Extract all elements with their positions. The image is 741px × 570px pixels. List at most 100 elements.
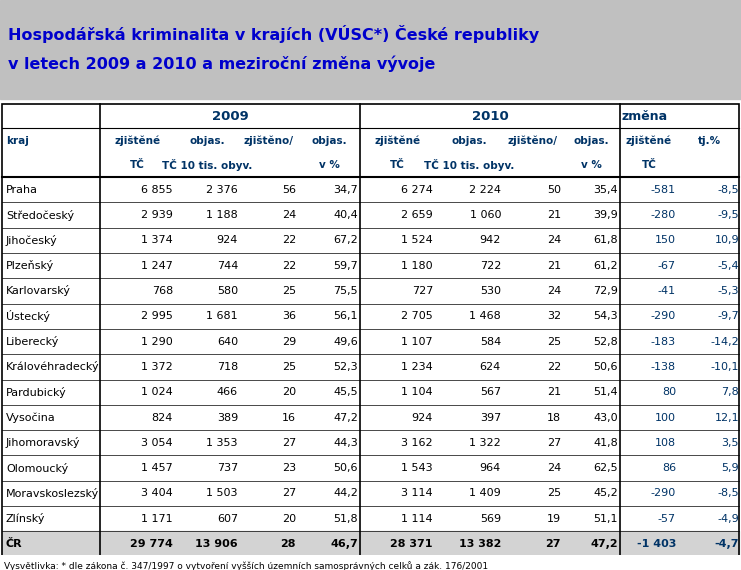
Text: Středočeský: Středočeský	[6, 210, 74, 221]
Text: 924: 924	[216, 235, 238, 246]
Text: 50,6: 50,6	[594, 362, 618, 372]
Text: v letech 2009 a 2010 a meziroční změna vývoje: v letech 2009 a 2010 a meziroční změna v…	[8, 55, 436, 71]
Text: 924: 924	[411, 413, 433, 422]
Text: 34,7: 34,7	[333, 185, 358, 195]
Text: 718: 718	[217, 362, 238, 372]
Text: 16: 16	[282, 413, 296, 422]
Text: -138: -138	[651, 362, 676, 372]
Text: 1 468: 1 468	[469, 311, 501, 321]
Text: 530: 530	[480, 286, 501, 296]
Bar	[2, 104, 739, 177]
Text: 1 171: 1 171	[142, 514, 173, 524]
Text: -5,3: -5,3	[717, 286, 739, 296]
Text: 5,9: 5,9	[722, 463, 739, 473]
Text: tj.%: tj.%	[698, 136, 721, 145]
Text: 21: 21	[547, 387, 561, 397]
Text: 2 705: 2 705	[401, 311, 433, 321]
Text: -57: -57	[658, 514, 676, 524]
Text: 32: 32	[547, 311, 561, 321]
Text: 7,8: 7,8	[721, 387, 739, 397]
Text: -14,2: -14,2	[711, 337, 739, 347]
Text: Vysočina: Vysočina	[6, 412, 56, 423]
Text: 61,8: 61,8	[594, 235, 618, 246]
Text: 397: 397	[479, 413, 501, 422]
Text: 41,8: 41,8	[594, 438, 618, 448]
Text: 1 524: 1 524	[401, 235, 433, 246]
Text: 67,2: 67,2	[333, 235, 358, 246]
Text: -5,4: -5,4	[717, 260, 739, 271]
Text: 3 114: 3 114	[402, 488, 433, 498]
Text: 51,8: 51,8	[333, 514, 358, 524]
Text: 21: 21	[547, 260, 561, 271]
Text: 1 060: 1 060	[470, 210, 501, 220]
Text: 72,9: 72,9	[593, 286, 618, 296]
Text: 3 054: 3 054	[142, 438, 173, 448]
Text: 24: 24	[282, 210, 296, 220]
Text: 36: 36	[282, 311, 296, 321]
Text: 75,5: 75,5	[333, 286, 358, 296]
Text: 6 274: 6 274	[401, 185, 433, 195]
Text: 27: 27	[282, 488, 296, 498]
Text: Jihočeský: Jihočeský	[6, 235, 58, 246]
Text: 607: 607	[217, 514, 238, 524]
Text: 24: 24	[547, 463, 561, 473]
Text: v %: v %	[319, 160, 339, 170]
Text: 25: 25	[282, 286, 296, 296]
Text: 13 906: 13 906	[196, 539, 238, 549]
Text: 25: 25	[547, 337, 561, 347]
Text: 584: 584	[479, 337, 501, 347]
Text: 768: 768	[152, 286, 173, 296]
Text: 22: 22	[282, 235, 296, 246]
Text: 108: 108	[655, 438, 676, 448]
Text: -9,5: -9,5	[717, 210, 739, 220]
Text: 824: 824	[152, 413, 173, 422]
Text: zjištěné: zjištěné	[114, 136, 161, 146]
Text: 23: 23	[282, 463, 296, 473]
Text: 49,6: 49,6	[333, 337, 358, 347]
Bar	[2, 104, 739, 557]
Text: 22: 22	[282, 260, 296, 271]
Text: objas.: objas.	[190, 136, 225, 145]
Text: Moravskoslezský: Moravskoslezský	[6, 488, 99, 499]
Text: 2010: 2010	[471, 110, 508, 123]
Text: -1 403: -1 403	[637, 539, 676, 549]
Text: 1 247: 1 247	[141, 260, 173, 271]
Text: 1 353: 1 353	[207, 438, 238, 448]
Text: 47,2: 47,2	[333, 413, 358, 422]
Text: Vysvětlivka: * dle zákona č. 347/1997 o vytvoření vyšších územních samosprávných: Vysvětlivka: * dle zákona č. 347/1997 o …	[4, 561, 488, 570]
Text: objas.: objas.	[311, 136, 347, 145]
Text: 20: 20	[282, 387, 296, 397]
Text: 722: 722	[479, 260, 501, 271]
Text: 50: 50	[547, 185, 561, 195]
Text: -183: -183	[651, 337, 676, 347]
Text: 45,2: 45,2	[594, 488, 618, 498]
Text: 61,2: 61,2	[594, 260, 618, 271]
Text: 10,9: 10,9	[714, 235, 739, 246]
Text: 1 180: 1 180	[402, 260, 433, 271]
Text: 39,9: 39,9	[594, 210, 618, 220]
Text: 47,2: 47,2	[591, 539, 618, 549]
Text: -290: -290	[651, 488, 676, 498]
Text: Karlovarský: Karlovarský	[6, 286, 71, 296]
Text: 62,5: 62,5	[594, 463, 618, 473]
Text: 29: 29	[282, 337, 296, 347]
Text: 46,7: 46,7	[330, 539, 358, 549]
Text: -10,1: -10,1	[711, 362, 739, 372]
Text: -9,7: -9,7	[717, 311, 739, 321]
Text: 35,4: 35,4	[594, 185, 618, 195]
Text: 389: 389	[217, 413, 238, 422]
Text: 13 382: 13 382	[459, 539, 501, 549]
Text: 150: 150	[655, 235, 676, 246]
Text: Praha: Praha	[6, 185, 38, 195]
Text: TČ: TČ	[390, 160, 405, 170]
Text: změna: změna	[622, 110, 668, 123]
Text: 86: 86	[662, 463, 676, 473]
Text: 1 372: 1 372	[142, 362, 173, 372]
Text: 27: 27	[547, 438, 561, 448]
Text: Pardubický: Pardubický	[6, 386, 67, 398]
Text: 56: 56	[282, 185, 296, 195]
Text: ČR: ČR	[6, 539, 23, 549]
Text: 1 107: 1 107	[402, 337, 433, 347]
Text: 2 659: 2 659	[401, 210, 433, 220]
Text: 3 404: 3 404	[142, 488, 173, 498]
